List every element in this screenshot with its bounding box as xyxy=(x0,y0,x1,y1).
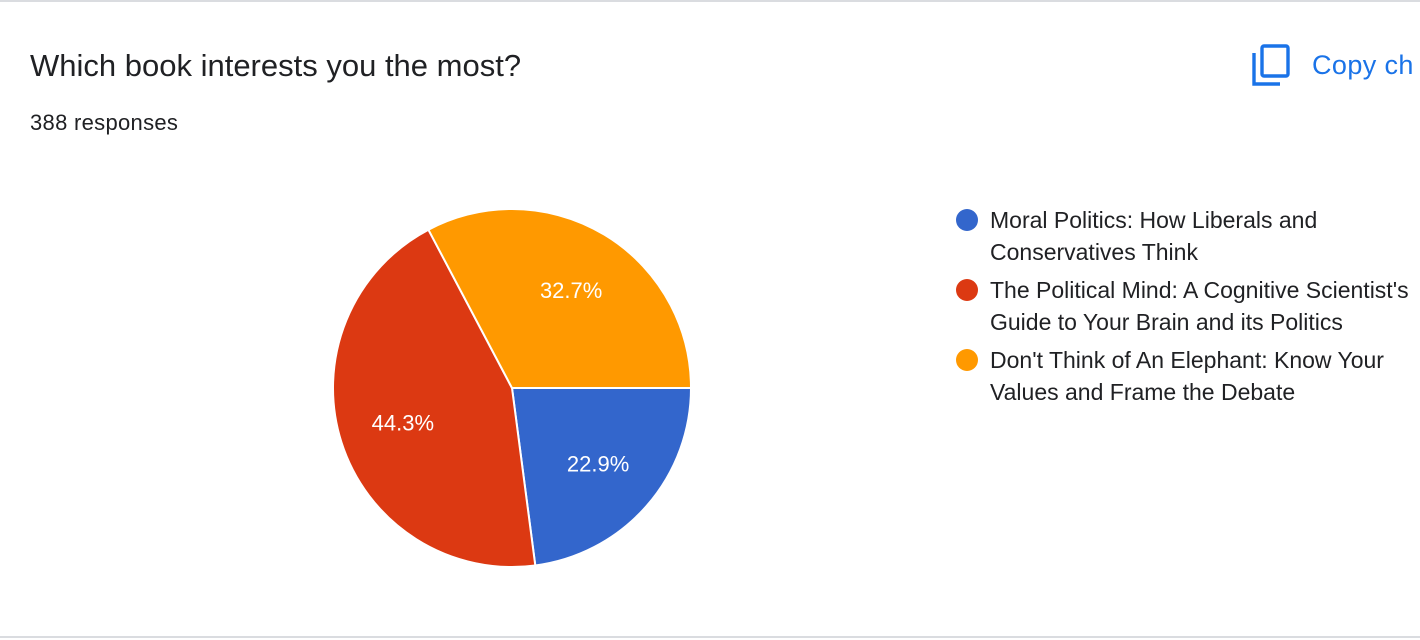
legend-swatch xyxy=(956,279,978,301)
pie-slice-3[interactable] xyxy=(427,208,693,389)
pie-slice-1[interactable] xyxy=(510,387,693,567)
copy-chart-label: Copy ch xyxy=(1312,49,1414,80)
pie-slice-label-3: 32.7% xyxy=(540,278,602,303)
legend-item: Moral Politics: How Liberals and Conserv… xyxy=(956,204,1416,268)
chart-legend: Moral Politics: How Liberals and Conserv… xyxy=(956,204,1416,414)
copy-chart-button[interactable]: Copy ch xyxy=(1252,42,1414,88)
pie-slice-label-2: 44.3% xyxy=(372,411,434,436)
pie-chart: 22.9% 44.3% 32.7% xyxy=(332,208,693,568)
legend-swatch xyxy=(956,209,978,231)
pie-slice-2[interactable] xyxy=(332,228,537,568)
response-count: 388 responses xyxy=(30,110,179,135)
pie-slice-label-1: 22.9% xyxy=(567,452,629,477)
legend-label: The Political Mind: A Cognitive Scientis… xyxy=(990,277,1409,335)
legend-item: Don't Think of An Elephant: Know Your Va… xyxy=(956,344,1416,408)
legend-item: The Political Mind: A Cognitive Scientis… xyxy=(956,274,1416,338)
legend-label: Moral Politics: How Liberals and Conserv… xyxy=(990,207,1318,265)
question-title: Which book interests you the most? xyxy=(30,48,522,83)
legend-label: Don't Think of An Elephant: Know Your Va… xyxy=(990,347,1384,405)
copy-icon xyxy=(1252,44,1290,86)
legend-swatch xyxy=(956,349,978,371)
